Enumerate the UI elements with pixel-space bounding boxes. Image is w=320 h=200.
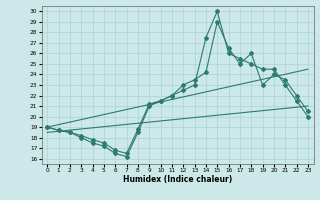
X-axis label: Humidex (Indice chaleur): Humidex (Indice chaleur) bbox=[123, 175, 232, 184]
